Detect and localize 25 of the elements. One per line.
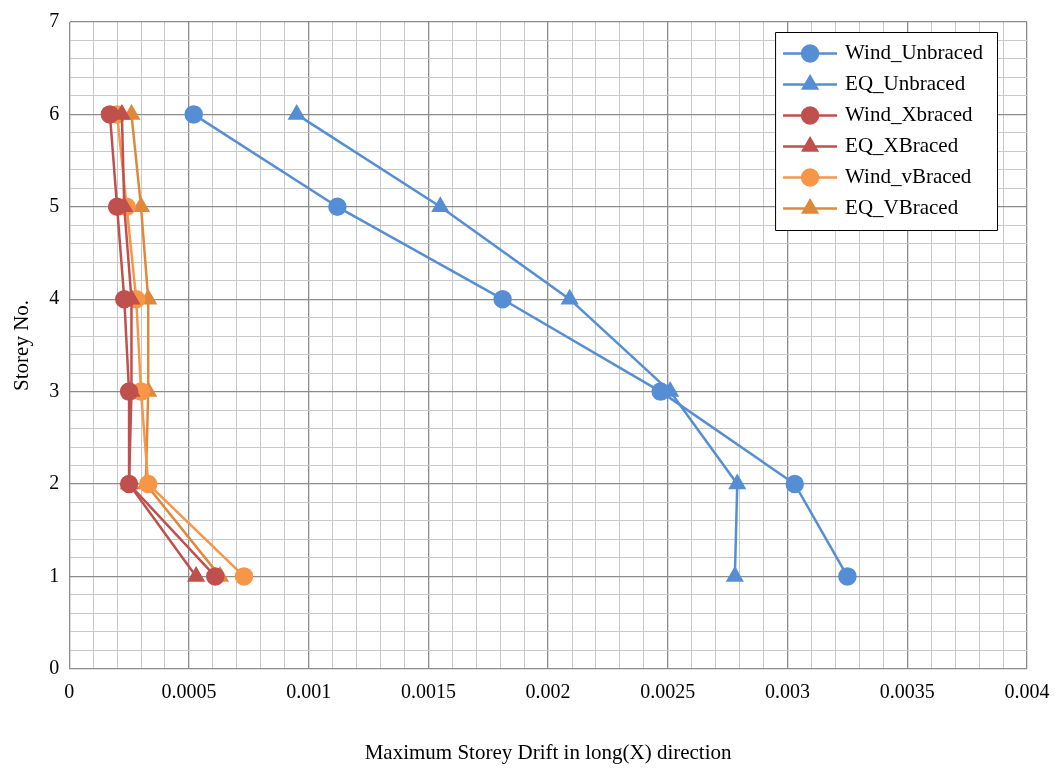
x-tick-label: 0 [64, 680, 75, 703]
legend-label: EQ_Unbraced [845, 71, 966, 96]
y-tick-label: 2 [49, 471, 60, 494]
legend-label: EQ_VBraced [845, 195, 959, 220]
y-tick-label: 7 [49, 9, 60, 32]
y-tick-label: 4 [49, 286, 60, 309]
x-tick-label: 0.002 [525, 680, 571, 703]
y-tick-label: 0 [49, 656, 60, 679]
x-tick-label: 0.001 [286, 680, 332, 703]
x-tick-label: 0.0025 [640, 680, 696, 703]
y-tick-label: 1 [49, 563, 60, 586]
y-axis-title: Storey No. [9, 299, 34, 391]
x-tick-label: 0.0015 [400, 680, 456, 703]
x-tick-label: 0.003 [765, 680, 811, 703]
x-axis-title: Maximum Storey Drift in long(X) direction [364, 739, 733, 764]
legend-label: Wind_Xbraced [845, 102, 973, 127]
y-tick-label: 6 [49, 101, 60, 124]
x-tick-label: 0.0005 [161, 680, 217, 703]
x-tick-label: 0.0035 [879, 680, 935, 703]
legend-label: Wind_Unbraced [845, 40, 984, 65]
y-tick-label: 3 [49, 378, 60, 401]
x-tick-label: 0.004 [1004, 680, 1050, 703]
y-tick-label: 5 [49, 194, 60, 217]
legend-label: Wind_vBraced [845, 164, 972, 189]
legend-label: EQ_XBraced [845, 133, 959, 158]
